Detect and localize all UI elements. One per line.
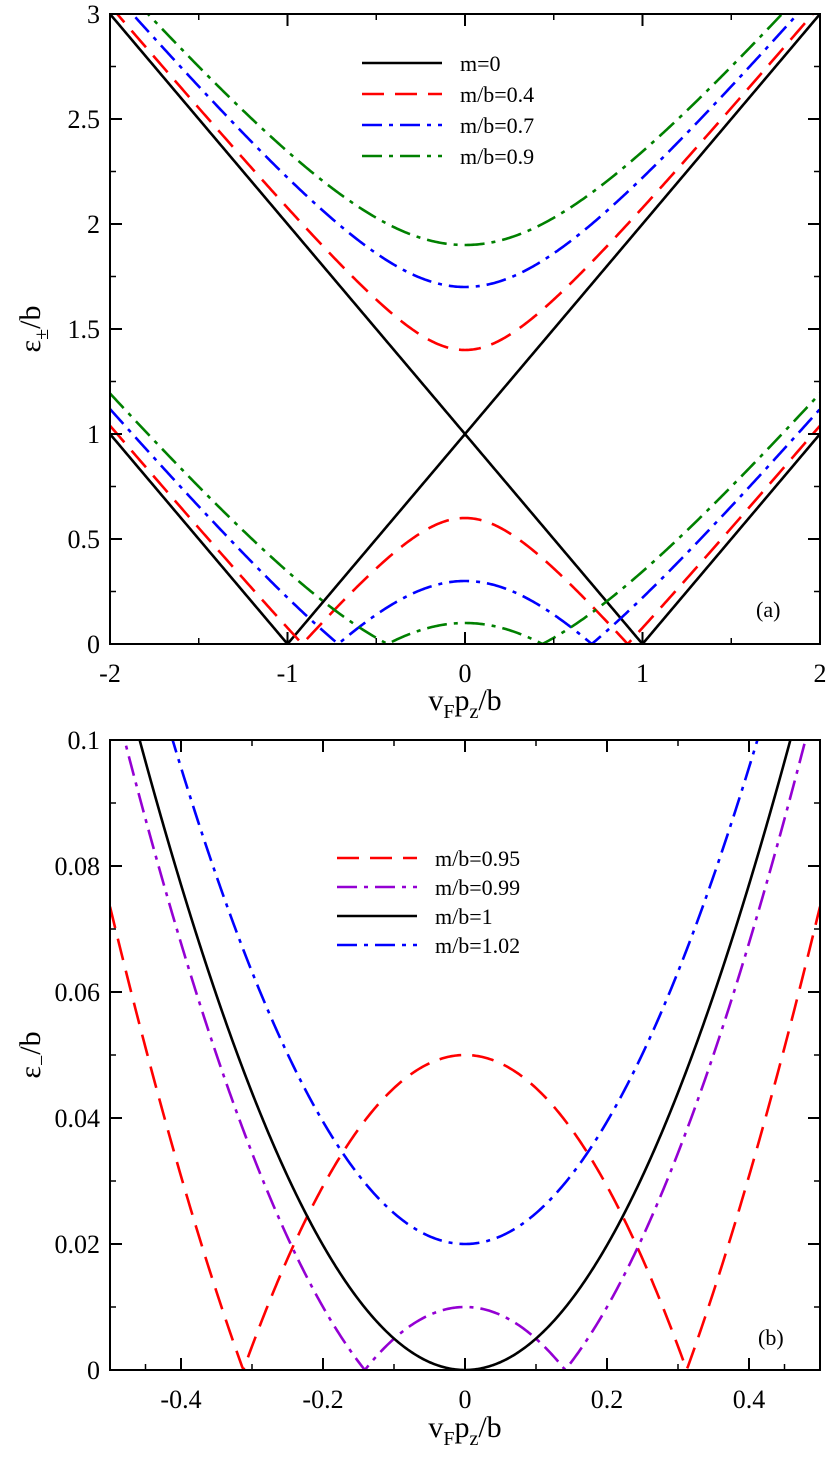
series-m-b-0_7-upper-line — [130, 14, 800, 289]
legend-label: m=0 — [460, 51, 501, 76]
series-m-b-0_99-line — [123, 740, 807, 1370]
panel-b-y-axis-label: ε−/b — [14, 1031, 53, 1078]
y-tick-label: 0.04 — [55, 1104, 101, 1133]
x-tick-label: 0.4 — [733, 1385, 766, 1414]
panel-a-curves — [110, 14, 820, 644]
y-tick-label: 0.02 — [55, 1230, 101, 1259]
series-m-b-1_02-line — [171, 740, 759, 1246]
legend-label: m/b=0.7 — [460, 113, 534, 138]
y-tick-label: 0 — [87, 1356, 100, 1385]
x-tick-label: 1 — [636, 659, 649, 688]
panel-b-curves — [110, 740, 820, 1370]
legend-label: m/b=1 — [435, 904, 493, 929]
panel-b-x-axis-label: vFpz/b — [428, 1411, 501, 1450]
legend-label: m/b=0.9 — [460, 144, 534, 169]
series-m-b-0_4-lower-line — [110, 424, 820, 644]
x-tick-label: 2 — [814, 659, 827, 688]
y-tick-label: 1 — [87, 420, 100, 449]
series-m-b-1-line — [138, 740, 792, 1370]
panel-a-legend: m=0 m/b=0.4 m/b=0.7 m/b=0.9 — [362, 51, 534, 169]
panel-b-ticks: -0.4 -0.2 0 0.2 0.4 0 0.02 0.04 0.06 0.08 0.1 — [55, 726, 820, 1414]
x-tick-label: 0 — [459, 1385, 472, 1414]
y-tick-label: 2 — [87, 210, 100, 239]
series-m-0-lower-line — [110, 431, 820, 644]
y-tick-label: 2.5 — [68, 105, 101, 134]
series-m-0-upper-line — [110, 14, 820, 437]
series-m-b-0_95-line — [110, 906, 820, 1370]
series-m-b-0_4-upper-line — [115, 14, 815, 352]
legend-label: m/b=0.99 — [435, 875, 520, 900]
y-tick-label: 0.1 — [68, 726, 101, 755]
y-tick-label: 0 — [87, 630, 100, 659]
panel-a-y-axis-label: ε±/b — [14, 306, 53, 353]
series-m-b-0_9-lower-line — [110, 392, 820, 644]
legend-label: m/b=0.95 — [435, 846, 520, 871]
x-tick-label: -0.2 — [302, 1385, 343, 1414]
panel-a-ticks: -2 -1 0 1 2 0 0.5 1 1.5 2 2.5 3 — [68, 0, 827, 688]
series-m-b-0_7-lower-line — [110, 408, 820, 644]
series-m-b-0_9-upper-line — [146, 14, 784, 247]
x-tick-label: -0.4 — [160, 1385, 201, 1414]
panel-b-tag: (b) — [758, 1325, 784, 1350]
panel-b: -0.4 -0.2 0 0.2 0.4 0 0.02 0.04 0.06 0.08 0.1 m/b=… — [14, 726, 821, 1450]
panel-a-tag: (a) — [756, 597, 780, 622]
panel-b-legend: m/b=0.95 m/b=0.99 m/b=1 m/b=1.02 — [337, 846, 520, 958]
y-tick-label: 0.5 — [68, 525, 101, 554]
x-tick-label: -1 — [277, 659, 299, 688]
y-tick-label: 0.06 — [55, 978, 101, 1007]
x-tick-label: -2 — [99, 659, 121, 688]
y-tick-label: 0.08 — [55, 852, 101, 881]
x-tick-label: 0.2 — [591, 1385, 624, 1414]
y-tick-label: 3 — [87, 0, 100, 29]
y-tick-label: 1.5 — [68, 315, 101, 344]
x-tick-label: 0 — [459, 659, 472, 688]
legend-label: m/b=0.4 — [460, 82, 534, 107]
panel-a: -2 -1 0 1 2 0 0.5 1 1.5 2 2.5 3 m=0 m/b=0.4 m/b=0.7 m/… — [14, 0, 827, 723]
legend-label: m/b=1.02 — [435, 933, 520, 958]
panel-a-x-axis-label: vFpz/b — [428, 684, 501, 723]
